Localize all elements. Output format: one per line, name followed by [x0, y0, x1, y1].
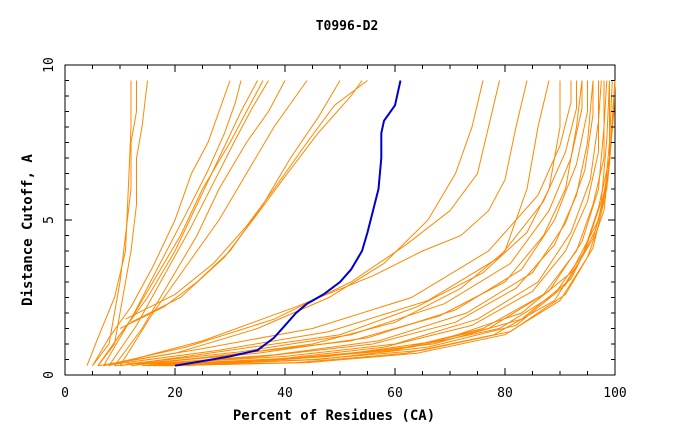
series-line-12 — [125, 80, 368, 320]
series-line-3 — [86, 80, 132, 366]
series-line-4 — [92, 80, 231, 366]
series-line-14 — [97, 80, 484, 367]
x-axis-label: Percent of Residues (CA) — [233, 408, 435, 424]
series-line-33 — [136, 80, 588, 365]
y-axis-label: Distance Cutoff, A — [20, 154, 36, 306]
highlight-series-line — [174, 80, 402, 367]
series-line-21 — [147, 80, 599, 367]
x-tick-label: 40 — [277, 386, 293, 401]
series-line-5 — [97, 80, 258, 366]
series-line-22 — [152, 80, 605, 367]
x-tick-label: 0 — [61, 386, 69, 401]
x-tick-label: 100 — [603, 386, 626, 401]
series-line-23 — [158, 80, 610, 367]
series-line-8 — [97, 80, 242, 366]
series-layer — [86, 80, 616, 367]
series-line-30 — [163, 80, 608, 365]
chart-title: T0996-D2 — [316, 19, 379, 34]
series-line-34 — [125, 80, 583, 365]
series-line-13 — [130, 80, 363, 323]
series-line-16 — [108, 80, 528, 367]
series-line-31 — [152, 80, 602, 365]
series-line-32 — [147, 80, 594, 365]
series-line-1 — [92, 80, 137, 367]
series-line-35 — [114, 80, 577, 365]
series-line-9 — [114, 80, 286, 366]
x-tick-label: 80 — [497, 386, 513, 401]
series-line-36 — [108, 80, 572, 365]
series-line-2 — [97, 80, 148, 367]
x-tick-label: 60 — [387, 386, 403, 401]
series-line-18 — [119, 80, 561, 367]
series-line-24 — [163, 80, 616, 367]
x-tick-label: 20 — [167, 386, 183, 401]
y-tick-label: 0 — [42, 371, 57, 379]
series-line-10 — [119, 80, 308, 366]
series-line-20 — [141, 80, 594, 367]
series-line-15 — [103, 80, 500, 367]
y-tick-label: 5 — [42, 216, 57, 224]
y-tick-label: 10 — [42, 57, 57, 73]
axis-layer: 0 20 40 60 80 100 0 5 10 — [42, 57, 627, 401]
